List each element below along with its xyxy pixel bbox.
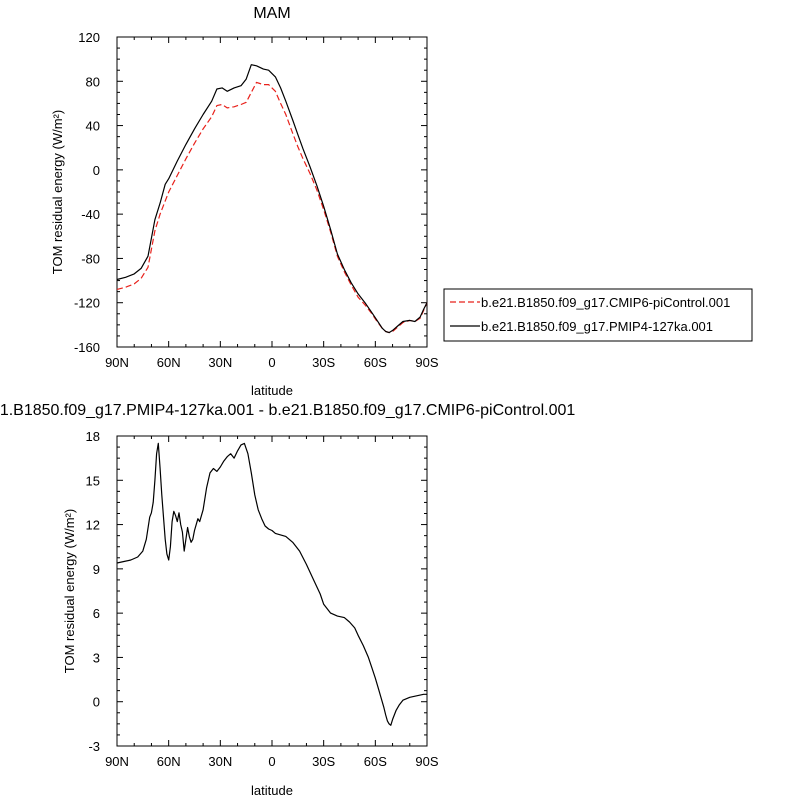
- bottom-chart-xlabel: latitude: [251, 783, 293, 798]
- top-chart-y-tick-label: 0: [93, 163, 100, 178]
- bottom-chart-y-tick-label: -3: [88, 739, 100, 754]
- bottom-chart-y-tick-label: 12: [86, 518, 100, 533]
- top-chart-y-tick-label: 40: [86, 119, 100, 134]
- top-chart-y-tick-label: -80: [81, 251, 100, 266]
- top-chart-y-tick-label: -40: [81, 207, 100, 222]
- bottom-chart-x-tick-label: 90N: [105, 754, 129, 769]
- top-chart-xlabel: latitude: [251, 383, 293, 398]
- top-chart-y-tick-label: -160: [74, 340, 100, 355]
- top-chart-x-tick-label: 60N: [157, 355, 181, 370]
- top-chart-x-tick-label: 60S: [364, 355, 387, 370]
- top-chart-legend-label-1: b.e21.B1850.f09_g17.PMIP4-127ka.001: [481, 319, 713, 334]
- bottom-chart-x-tick-label: 90S: [415, 754, 438, 769]
- bottom-chart-title: b.e21.B1850.f09_g17.PMIP4-127ka.001 - b.…: [0, 402, 575, 419]
- bottom-chart-ylabel: TOM residual energy (W/m²): [62, 509, 77, 673]
- top-chart-y-tick-label: 120: [78, 30, 100, 45]
- top-chart-legend: [443, 288, 753, 342]
- bottom-chart-x-tick-label: 30S: [312, 754, 335, 769]
- top-chart-ylabel: TOM residual energy (W/m²): [50, 110, 65, 274]
- bottom-chart-y-tick-label: 3: [93, 650, 100, 665]
- top-chart-title: MAM: [253, 5, 290, 22]
- bottom-chart-y-tick-label: 15: [86, 473, 100, 488]
- bottom-chart-y-tick-label: 18: [86, 429, 100, 444]
- bottom-chart-y-tick-label: 0: [93, 695, 100, 710]
- bottom-chart-x-tick-label: 60N: [157, 754, 181, 769]
- bottom-chart-y-tick-label: 9: [93, 562, 100, 577]
- bottom-chart-x-tick-label: 30N: [208, 754, 232, 769]
- top-chart-y-tick-label: 80: [86, 74, 100, 89]
- top-chart-x-tick-label: 90N: [105, 355, 129, 370]
- top-chart-legend-label-0: b.e21.B1850.f09_g17.CMIP6-piControl.001: [481, 295, 730, 310]
- top-chart-y-tick-label: -120: [74, 296, 100, 311]
- top-chart-x-tick-label: 90S: [415, 355, 438, 370]
- bottom-chart-series-line-0: [116, 442, 427, 726]
- bottom-chart-frame: [116, 435, 428, 747]
- top-chart-series-line-0: [116, 81, 428, 334]
- top-chart-x-tick-label: 30N: [208, 355, 232, 370]
- top-chart-x-tick-label: 0: [268, 355, 275, 370]
- top-chart-x-tick-label: 30S: [312, 355, 335, 370]
- top-chart-series-line-1: [116, 64, 428, 334]
- plot-layer: 90N 60N 30N 0 30S 60S 90S -160 -120 -80 -40 0 40 80 12…: [74, 30, 753, 769]
- bottom-chart-y-tick-label: 6: [93, 606, 100, 621]
- bottom-chart-x-tick-label: 0: [268, 754, 275, 769]
- bottom-chart-x-tick-label: 60S: [364, 754, 387, 769]
